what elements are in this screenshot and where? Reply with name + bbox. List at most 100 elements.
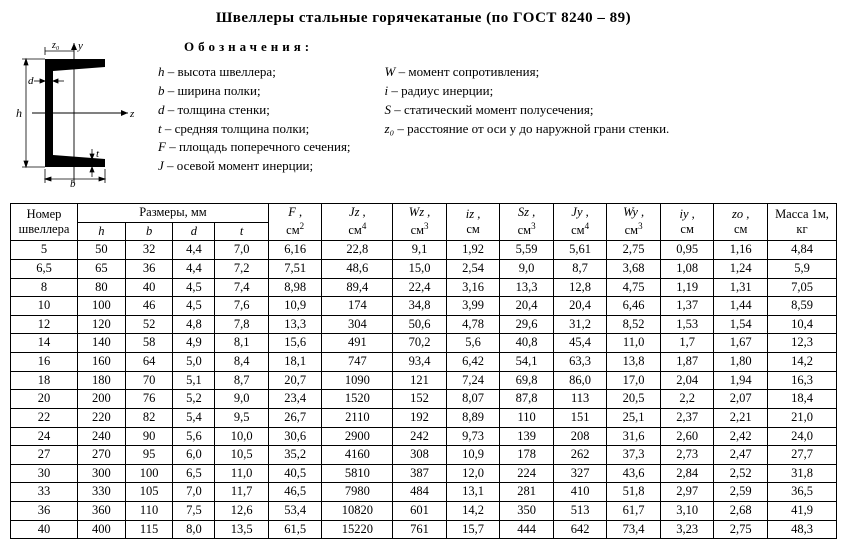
cell: 8,7 bbox=[215, 371, 269, 390]
cell: 95 bbox=[125, 446, 173, 465]
cell: 15,6 bbox=[268, 334, 322, 353]
cell: 2,97 bbox=[660, 483, 714, 502]
cell: 22,4 bbox=[393, 278, 447, 297]
cell: 31,6 bbox=[607, 427, 661, 446]
cell: 90 bbox=[125, 427, 173, 446]
cell: 24,0 bbox=[768, 427, 837, 446]
cell: 70,2 bbox=[393, 334, 447, 353]
cell: 7,05 bbox=[768, 278, 837, 297]
svg-text:y: y bbox=[77, 40, 83, 52]
cell: 178 bbox=[500, 446, 554, 465]
cell: 7,51 bbox=[268, 259, 322, 278]
cell: 2,60 bbox=[660, 427, 714, 446]
cell: 4,5 bbox=[173, 278, 215, 297]
cell: 22 bbox=[11, 408, 78, 427]
cell: 152 bbox=[393, 390, 447, 409]
cell: 54,1 bbox=[500, 353, 554, 372]
cell: 12,6 bbox=[215, 502, 269, 521]
cell: 5,1 bbox=[173, 371, 215, 390]
cell: 61,7 bbox=[607, 502, 661, 521]
cell: 1,53 bbox=[660, 315, 714, 334]
cell: 52 bbox=[125, 315, 173, 334]
cell: 21,0 bbox=[768, 408, 837, 427]
cell: 747 bbox=[322, 353, 393, 372]
cell: 1,24 bbox=[714, 259, 768, 278]
cell: 330 bbox=[78, 483, 126, 502]
cell: 8,07 bbox=[446, 390, 500, 409]
cell: 6,16 bbox=[268, 241, 322, 260]
svg-text:d: d bbox=[28, 75, 34, 87]
cell: 80 bbox=[78, 278, 126, 297]
cell: 9,1 bbox=[393, 241, 447, 260]
th-iy: iy ,см bbox=[660, 204, 714, 241]
cell: 110 bbox=[125, 502, 173, 521]
cell: 105 bbox=[125, 483, 173, 502]
cell: 4,8 bbox=[173, 315, 215, 334]
cell: 20,5 bbox=[607, 390, 661, 409]
cell: 9,73 bbox=[446, 427, 500, 446]
cell: 4,4 bbox=[173, 241, 215, 260]
cell: 70 bbox=[125, 371, 173, 390]
table-row: 10100464,57,610,917434,83,9920,420,46,46… bbox=[11, 297, 837, 316]
cell: 7,6 bbox=[215, 297, 269, 316]
cell: 16,3 bbox=[768, 371, 837, 390]
cell: 8,89 bbox=[446, 408, 500, 427]
cell: 15,0 bbox=[393, 259, 447, 278]
cell: 9,0 bbox=[215, 390, 269, 409]
cell: 4160 bbox=[322, 446, 393, 465]
cell: 6,0 bbox=[173, 446, 215, 465]
cell: 4,75 bbox=[607, 278, 661, 297]
cell: 25,1 bbox=[607, 408, 661, 427]
th-Jy: Jy ,см4 bbox=[553, 204, 607, 241]
cell: 1,08 bbox=[660, 259, 714, 278]
cell: 9,0 bbox=[500, 259, 554, 278]
cell: 174 bbox=[322, 297, 393, 316]
table-row: 6,565364,47,27,5148,615,02,549,08,73,681… bbox=[11, 259, 837, 278]
table-row: 12120524,87,813,330450,64,7829,631,28,52… bbox=[11, 315, 837, 334]
cell: 37,3 bbox=[607, 446, 661, 465]
cell: 7,0 bbox=[173, 483, 215, 502]
cell: 69,8 bbox=[500, 371, 554, 390]
cell: 26,7 bbox=[268, 408, 322, 427]
cell: 23,4 bbox=[268, 390, 322, 409]
th-t: t bbox=[215, 222, 269, 241]
cell: 1,80 bbox=[714, 353, 768, 372]
cell: 18 bbox=[11, 371, 78, 390]
cell: 27 bbox=[11, 446, 78, 465]
cell: 7,4 bbox=[215, 278, 269, 297]
cell: 15220 bbox=[322, 520, 393, 539]
cell: 36 bbox=[11, 502, 78, 521]
table-row: 22220825,49,526,721101928,8911015125,12,… bbox=[11, 408, 837, 427]
cell: 2,68 bbox=[714, 502, 768, 521]
cell: 513 bbox=[553, 502, 607, 521]
cell: 1,87 bbox=[660, 353, 714, 372]
cell: 642 bbox=[553, 520, 607, 539]
table-row: 20200765,29,023,415201528,0787,811320,52… bbox=[11, 390, 837, 409]
cell: 46,5 bbox=[268, 483, 322, 502]
cell: 151 bbox=[553, 408, 607, 427]
th-Sz: Sz ,см3 bbox=[500, 204, 554, 241]
table-row: 333301057,011,746,5798048413,128141051,8… bbox=[11, 483, 837, 502]
cell: 387 bbox=[393, 464, 447, 483]
cell: 6,42 bbox=[446, 353, 500, 372]
cell: 9,5 bbox=[215, 408, 269, 427]
cell: 32 bbox=[125, 241, 173, 260]
cell: 1,19 bbox=[660, 278, 714, 297]
cell: 270 bbox=[78, 446, 126, 465]
cell: 601 bbox=[393, 502, 447, 521]
cell: 61,5 bbox=[268, 520, 322, 539]
cell: 220 bbox=[78, 408, 126, 427]
cell: 3,68 bbox=[607, 259, 661, 278]
cell: 8 bbox=[11, 278, 78, 297]
cell: 242 bbox=[393, 427, 447, 446]
cell: 5,2 bbox=[173, 390, 215, 409]
cell: 140 bbox=[78, 334, 126, 353]
cell: 13,3 bbox=[500, 278, 554, 297]
cell: 13,1 bbox=[446, 483, 500, 502]
cell: 1,37 bbox=[660, 297, 714, 316]
svg-text:z: z bbox=[129, 108, 135, 120]
cell: 15,7 bbox=[446, 520, 500, 539]
table-row: 404001158,013,561,51522076115,744464273,… bbox=[11, 520, 837, 539]
cell: 3,99 bbox=[446, 297, 500, 316]
cell: 43,6 bbox=[607, 464, 661, 483]
